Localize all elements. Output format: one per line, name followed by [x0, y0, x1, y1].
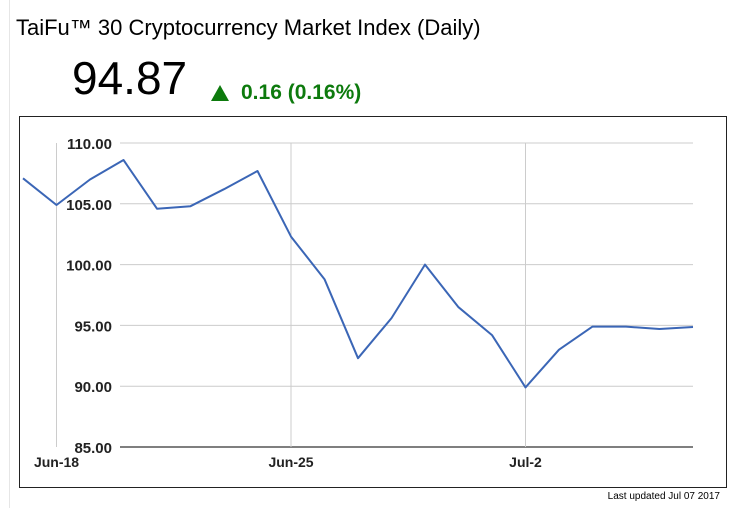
price-change-value: 0.16 (0.16%) [241, 81, 362, 104]
y-tick-label: 110.00 [67, 136, 112, 153]
y-tick-label: 105.00 [66, 197, 112, 214]
x-tick-label: Jun-18 [34, 454, 79, 470]
data-point [659, 328, 661, 330]
price-change: 0.16 (0.16%) [211, 80, 361, 106]
data-point [525, 386, 527, 388]
x-tick-label: Jun-25 [268, 454, 313, 470]
data-point [257, 170, 259, 172]
series-line [22, 159, 694, 389]
data-point [89, 178, 91, 180]
data-point [357, 357, 359, 359]
data-point [592, 326, 594, 328]
current-price: 94.87 [72, 52, 188, 104]
data-point [22, 177, 24, 179]
data-point [56, 204, 58, 206]
last-updated: Last updated Jul 07 2017 [607, 491, 720, 502]
data-point [156, 208, 158, 210]
y-tick-label: 90.00 [74, 379, 112, 396]
y-tick-label: 95.00 [74, 318, 112, 335]
x-tick-label: Jul-2 [509, 454, 542, 470]
data-point [558, 349, 560, 351]
line-chart: 110.00 105.00 100.00 95.00 90.00 85.00 Jun-18 J… [19, 116, 727, 488]
y-tick-label: 85.00 [74, 440, 112, 457]
chart-title: TaiFu™ 30 Cryptocurrency Market Index (D… [16, 15, 481, 40]
data-point [424, 264, 426, 266]
data-point [290, 236, 292, 238]
page-left-rule [9, 0, 10, 508]
data-point [625, 326, 627, 328]
data-point [391, 317, 393, 319]
data-point [324, 278, 326, 280]
data-point [223, 188, 225, 190]
data-point [190, 205, 192, 207]
y-tick-label: 100.00 [66, 258, 112, 275]
data-point [123, 159, 125, 161]
data-point [491, 334, 493, 336]
data-point [692, 326, 694, 328]
triangle-up-icon [211, 84, 229, 101]
data-point [458, 306, 460, 308]
